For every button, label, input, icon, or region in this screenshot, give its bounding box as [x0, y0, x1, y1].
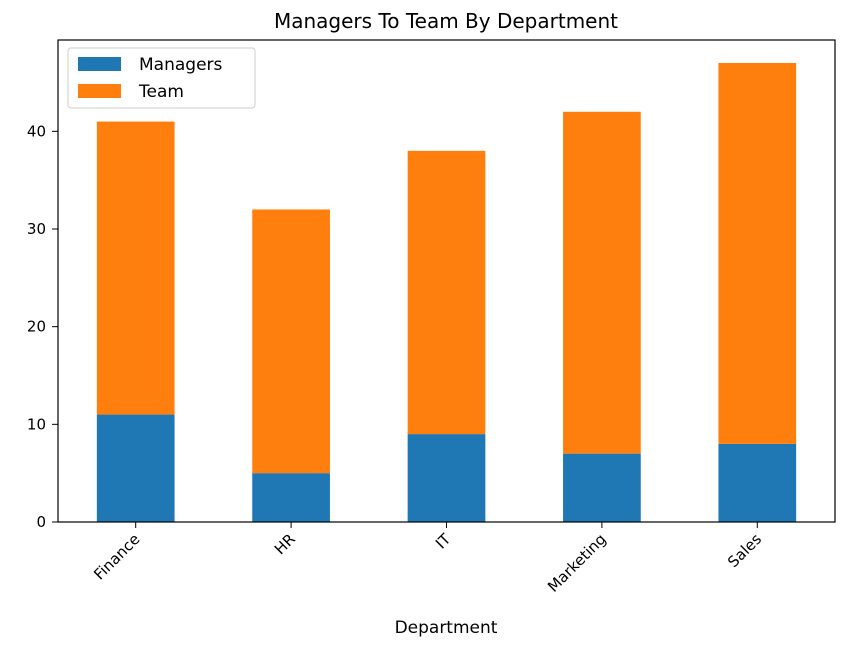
- legend-label-managers: Managers: [139, 55, 223, 75]
- y-axis: 0 10 20 30 40: [27, 122, 58, 531]
- legend: Managers Team: [67, 47, 256, 109]
- legend-swatch-managers: [78, 57, 121, 71]
- bar-team-it: [407, 150, 486, 435]
- x-axis-label: Department: [395, 618, 498, 638]
- bar-managers-finance: [96, 414, 175, 522]
- y-tick-label: 0: [36, 513, 46, 531]
- y-tick-label: 40: [27, 122, 46, 140]
- y-tick-label: 10: [27, 415, 46, 433]
- bar-team-sales: [718, 62, 797, 444]
- bar-team-finance: [96, 121, 175, 415]
- bar-team-hr: [252, 209, 330, 474]
- legend-swatch-team: [78, 84, 121, 98]
- plot-frame: [57, 39, 836, 523]
- x-tick-label-sales: Sales: [724, 530, 765, 571]
- bar-managers-sales: [718, 443, 797, 522]
- chart-title: Managers To Team By Department: [274, 9, 618, 33]
- bar-managers-it: [407, 434, 486, 522]
- bar-managers-hr: [252, 473, 330, 522]
- y-tick-label: 30: [27, 220, 46, 238]
- x-tick-label-hr: HR: [271, 530, 299, 558]
- x-tick-label-finance: Finance: [90, 530, 143, 583]
- x-tick-label-marketing: Marketing: [544, 530, 610, 596]
- legend-label-team: Team: [138, 82, 184, 102]
- y-tick-label: 20: [27, 318, 46, 336]
- x-tick-label-it: IT: [432, 530, 455, 553]
- bar-team-marketing: [563, 111, 641, 454]
- bars-group: [96, 62, 797, 522]
- bar-managers-marketing: [563, 453, 641, 522]
- x-axis: Finance HR IT Marketing Sales: [90, 522, 765, 596]
